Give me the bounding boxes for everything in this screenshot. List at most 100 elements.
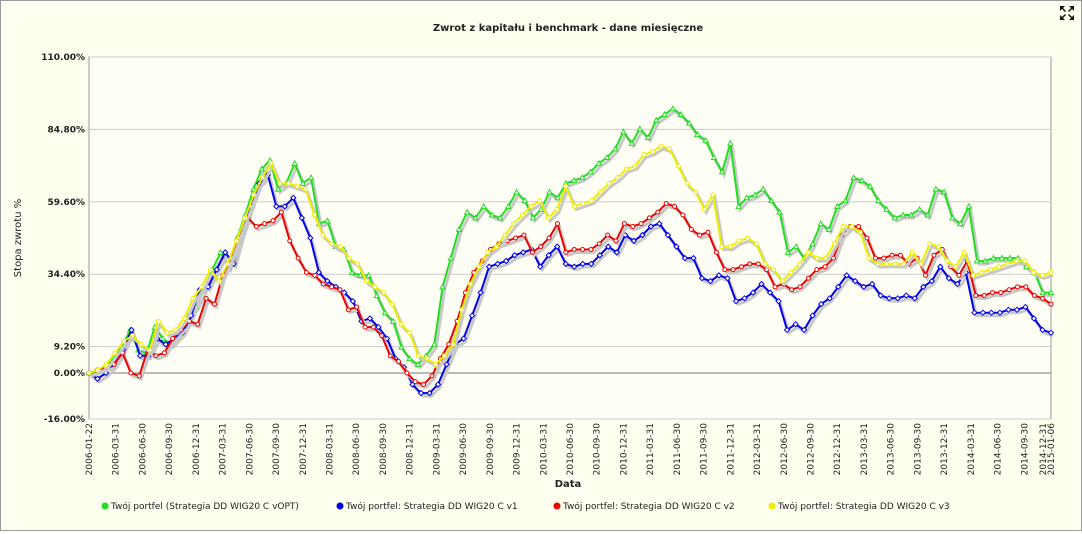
x-tick-label: 2006-09-30 bbox=[165, 423, 175, 476]
data-point bbox=[603, 154, 611, 161]
data-point bbox=[273, 203, 280, 210]
data-point bbox=[563, 249, 569, 255]
data-point bbox=[628, 139, 636, 146]
x-tick-label: 2010-03-31 bbox=[539, 423, 549, 475]
data-point bbox=[825, 225, 833, 232]
data-point bbox=[710, 192, 716, 198]
legend-label[interactable]: Twój portfel: Strategia DD WIG20 C v3 bbox=[777, 501, 950, 512]
data-point bbox=[190, 295, 196, 301]
data-point bbox=[373, 291, 381, 298]
data-point bbox=[1039, 289, 1047, 296]
data-point bbox=[207, 267, 213, 273]
data-point bbox=[792, 243, 800, 250]
x-tick-label: 2013-12-31 bbox=[940, 423, 950, 475]
x-tick-label: 2011-03-31 bbox=[646, 423, 656, 475]
data-point bbox=[597, 189, 603, 195]
data-point bbox=[840, 224, 846, 230]
data-point bbox=[455, 225, 463, 232]
data-point bbox=[851, 277, 859, 285]
data-point bbox=[170, 336, 176, 342]
data-point bbox=[685, 119, 693, 126]
data-point bbox=[831, 241, 837, 247]
data-point bbox=[759, 185, 767, 192]
data-point bbox=[203, 295, 209, 301]
data-point bbox=[907, 211, 915, 218]
data-point bbox=[429, 373, 435, 379]
data-point bbox=[578, 174, 586, 181]
data-point bbox=[970, 272, 976, 278]
data-point bbox=[460, 335, 467, 342]
y-tick-label: 84.80% bbox=[48, 125, 86, 135]
data-point bbox=[990, 254, 997, 261]
data-point bbox=[989, 290, 995, 296]
data-point bbox=[948, 214, 956, 221]
legend-label[interactable]: Twój portfel: Strategia DD WIG20 C v2 bbox=[562, 501, 735, 512]
data-point bbox=[354, 304, 360, 310]
data-point bbox=[504, 202, 512, 209]
data-point bbox=[1048, 301, 1054, 307]
data-point bbox=[623, 166, 629, 172]
legend-marker bbox=[101, 502, 109, 510]
data-point bbox=[415, 353, 421, 359]
data-point bbox=[94, 375, 101, 382]
data-point bbox=[823, 255, 829, 261]
data-point bbox=[563, 183, 569, 189]
x-tick-label: 2011-06-30 bbox=[673, 423, 683, 476]
legend-label[interactable]: Twój portfel (Strategia DD WIG20 C vOPT) bbox=[110, 501, 299, 512]
data-point bbox=[605, 243, 612, 250]
data-point bbox=[159, 335, 167, 342]
data-point bbox=[571, 246, 577, 252]
data-point bbox=[1022, 258, 1028, 264]
data-point bbox=[538, 244, 544, 250]
data-point bbox=[1030, 315, 1038, 322]
data-point bbox=[450, 341, 456, 347]
expand-icon[interactable] bbox=[1059, 5, 1075, 21]
x-tick-label: 2009-03-31 bbox=[432, 423, 442, 475]
x-tick-label: 2015-01-06 bbox=[1047, 423, 1057, 476]
data-point bbox=[927, 241, 933, 247]
data-point bbox=[312, 272, 318, 278]
data-point bbox=[485, 263, 493, 270]
data-point bbox=[945, 275, 953, 282]
data-point bbox=[647, 223, 655, 230]
data-point bbox=[320, 281, 326, 287]
data-point bbox=[406, 355, 414, 362]
data-point bbox=[705, 229, 711, 235]
data-point bbox=[996, 309, 1004, 316]
data-point bbox=[251, 192, 257, 198]
data-point bbox=[693, 189, 699, 195]
data-point bbox=[162, 341, 169, 348]
data-point bbox=[315, 269, 323, 276]
data-point bbox=[688, 226, 694, 232]
data-point bbox=[147, 347, 153, 353]
data-point bbox=[697, 232, 703, 238]
x-tick-label: 2007-09-30 bbox=[272, 423, 282, 476]
data-point bbox=[869, 280, 876, 288]
y-tick-label: 59.60% bbox=[48, 198, 86, 208]
data-point bbox=[298, 214, 306, 222]
data-point bbox=[588, 260, 595, 268]
data-point bbox=[775, 297, 782, 305]
data-point bbox=[472, 214, 479, 221]
data-point bbox=[630, 237, 638, 245]
data-point bbox=[831, 255, 837, 261]
data-point bbox=[883, 205, 890, 212]
data-point bbox=[161, 350, 167, 356]
data-point bbox=[349, 297, 357, 305]
data-point bbox=[718, 168, 726, 175]
data-point bbox=[389, 317, 397, 324]
data-point bbox=[1048, 269, 1054, 275]
data-point bbox=[571, 203, 577, 209]
data-point bbox=[613, 249, 621, 256]
legend-label[interactable]: Twój portfel: Strategia DD WIG20 C v1 bbox=[345, 501, 518, 512]
x-tick-label: 2008-06-30 bbox=[352, 423, 362, 476]
data-point bbox=[1039, 272, 1045, 278]
data-point bbox=[480, 202, 488, 209]
data-point bbox=[447, 254, 455, 261]
x-tick-label: 2006-01-22 bbox=[85, 423, 95, 475]
x-tick-label: 2013-03-31 bbox=[860, 423, 870, 475]
data-point bbox=[303, 269, 309, 275]
data-point bbox=[899, 211, 907, 218]
data-point bbox=[722, 267, 728, 273]
data-point bbox=[892, 261, 898, 267]
